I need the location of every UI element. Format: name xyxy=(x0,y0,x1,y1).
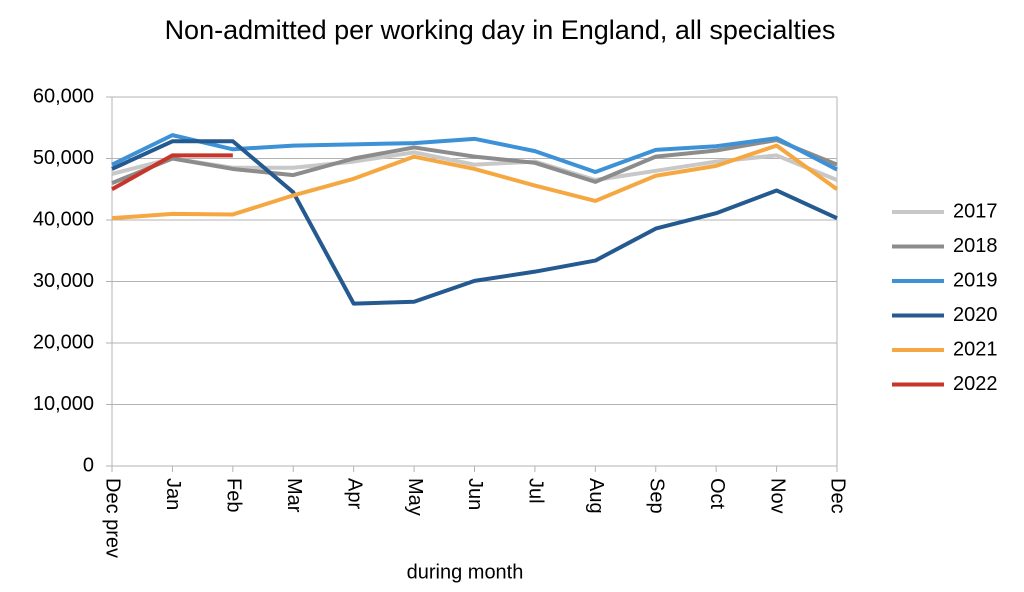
x-tick-label: May xyxy=(404,478,426,516)
x-tick-label: Jun xyxy=(464,478,486,510)
x-tick-label: Nov xyxy=(766,478,788,514)
x-tick-label: Feb xyxy=(223,478,245,512)
y-tick-label: 10,000 xyxy=(33,393,94,415)
legend-label: 2017 xyxy=(953,200,998,222)
x-tick-label: Jul xyxy=(525,478,547,504)
y-tick-label: 20,000 xyxy=(33,331,94,353)
y-tick-label: 30,000 xyxy=(33,270,94,292)
y-tick-label: 0 xyxy=(83,454,94,476)
x-tick-label: Mar xyxy=(283,478,305,513)
legend-label: 2022 xyxy=(953,373,998,395)
y-tick-label: 50,000 xyxy=(33,147,94,169)
series-line xyxy=(111,143,839,221)
y-tick-label: 60,000 xyxy=(33,85,94,107)
legend-label: 2020 xyxy=(953,304,998,326)
chart-title: Non-admitted per working day in England,… xyxy=(165,15,836,45)
legend-label: 2021 xyxy=(953,338,998,360)
x-axis-label: during month xyxy=(407,561,524,583)
x-tick-label: Apr xyxy=(343,478,365,509)
legend-label: 2018 xyxy=(953,235,998,257)
y-tick-label: 40,000 xyxy=(33,208,94,230)
x-tick-label: Oct xyxy=(706,478,728,510)
x-tick-label: Jan xyxy=(162,478,184,510)
series-line xyxy=(111,153,233,191)
series-line xyxy=(111,133,838,175)
x-tick-label: Dec xyxy=(827,478,849,514)
series-line xyxy=(111,138,838,185)
x-tick-label: Dec prev xyxy=(102,478,124,558)
x-tick-label: Aug xyxy=(585,478,607,514)
series-line xyxy=(111,139,838,306)
legend-label: 2019 xyxy=(953,269,998,291)
x-tick-label: Sep xyxy=(645,478,667,514)
